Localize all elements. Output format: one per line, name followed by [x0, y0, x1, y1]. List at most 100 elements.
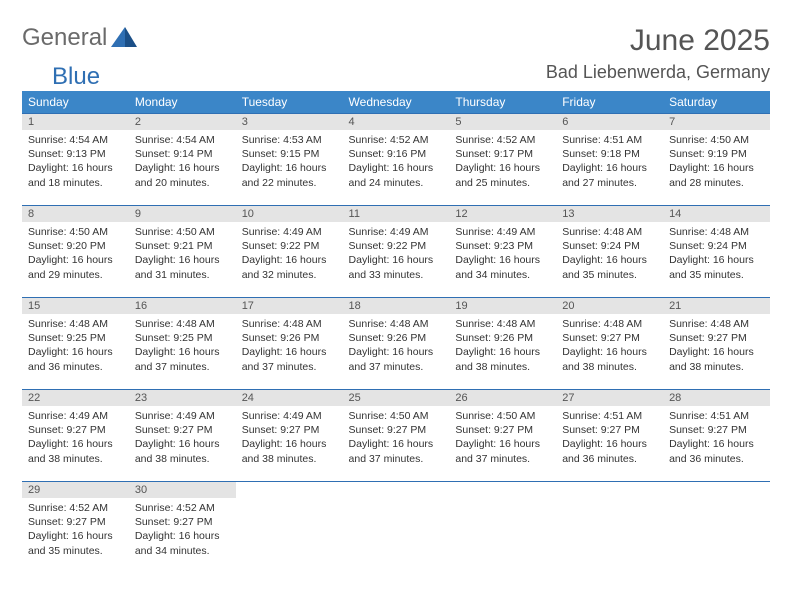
day-number: 14 — [663, 206, 770, 222]
empty-cell — [236, 482, 343, 574]
month-title: June 2025 — [546, 24, 770, 58]
day-cell: 21Sunrise: 4:48 AMSunset: 9:27 PMDayligh… — [663, 298, 770, 390]
empty-cell — [556, 482, 663, 574]
sunrise-line: Sunrise: 4:49 AM — [135, 409, 230, 423]
day-number: 18 — [343, 298, 450, 314]
col-sunday: Sunday — [22, 91, 129, 114]
empty-cell — [663, 482, 770, 574]
col-wednesday: Wednesday — [343, 91, 450, 114]
day-number: 7 — [663, 114, 770, 130]
daylight-line: Daylight: 16 hours and 35 minutes. — [28, 529, 123, 557]
day-cell: 18Sunrise: 4:48 AMSunset: 9:26 PMDayligh… — [343, 298, 450, 390]
logo-word-2: Blue — [52, 63, 100, 91]
daylight-line: Daylight: 16 hours and 37 minutes. — [349, 345, 444, 373]
title-block: June 2025 Bad Liebenwerda, Germany — [546, 24, 770, 83]
day-cell: 2Sunrise: 4:54 AMSunset: 9:14 PMDaylight… — [129, 114, 236, 206]
daylight-line: Daylight: 16 hours and 38 minutes. — [28, 437, 123, 465]
header-bar: General June 2025 Bad Liebenwerda, Germa… — [22, 24, 770, 83]
sunset-line: Sunset: 9:21 PM — [135, 239, 230, 253]
sunrise-line: Sunrise: 4:51 AM — [562, 133, 657, 147]
sunrise-line: Sunrise: 4:49 AM — [349, 225, 444, 239]
sunrise-line: Sunrise: 4:50 AM — [28, 225, 123, 239]
day-cell: 12Sunrise: 4:49 AMSunset: 9:23 PMDayligh… — [449, 206, 556, 298]
daylight-line: Daylight: 16 hours and 34 minutes. — [135, 529, 230, 557]
day-details: Sunrise: 4:48 AMSunset: 9:27 PMDaylight:… — [556, 314, 663, 380]
day-details: Sunrise: 4:53 AMSunset: 9:15 PMDaylight:… — [236, 130, 343, 196]
sunset-line: Sunset: 9:24 PM — [669, 239, 764, 253]
day-number: 26 — [449, 390, 556, 406]
sunset-line: Sunset: 9:27 PM — [135, 515, 230, 529]
day-number: 5 — [449, 114, 556, 130]
day-cell: 11Sunrise: 4:49 AMSunset: 9:22 PMDayligh… — [343, 206, 450, 298]
sunrise-line: Sunrise: 4:50 AM — [349, 409, 444, 423]
day-details: Sunrise: 4:49 AMSunset: 9:22 PMDaylight:… — [236, 222, 343, 288]
sunrise-line: Sunrise: 4:48 AM — [562, 317, 657, 331]
sunset-line: Sunset: 9:23 PM — [455, 239, 550, 253]
day-cell: 14 Sunrise: 4:48 AMSunset: 9:24 PMDayligh… — [663, 206, 770, 298]
sunset-line: Sunset: 9:26 PM — [455, 331, 550, 345]
sunset-line: Sunset: 9:27 PM — [562, 423, 657, 437]
day-number: 16 — [129, 298, 236, 314]
sunrise-line: Sunrise: 4:49 AM — [455, 225, 550, 239]
calendar-row: 8Sunrise: 4:50 AMSunset: 9:20 PMDaylight… — [22, 206, 770, 298]
sunset-line: Sunset: 9:27 PM — [455, 423, 550, 437]
day-cell: 28Sunrise: 4:51 AMSunset: 9:27 PMDayligh… — [663, 390, 770, 482]
sunset-line: Sunset: 9:26 PM — [242, 331, 337, 345]
sunset-line: Sunset: 9:25 PM — [135, 331, 230, 345]
daylight-line: Daylight: 16 hours and 25 minutes. — [455, 161, 550, 189]
day-cell: 30 Sunrise: 4:52 AMSunset: 9:27 PMDayligh… — [129, 482, 236, 574]
day-number: 9 — [129, 206, 236, 222]
sunrise-line: Sunrise: 4:49 AM — [28, 409, 123, 423]
day-number: 24 — [236, 390, 343, 406]
day-number: 20 — [556, 298, 663, 314]
day-number: 6 — [556, 114, 663, 130]
day-cell: 10Sunrise: 4:49 AMSunset: 9:22 PMDayligh… — [236, 206, 343, 298]
sunrise-line: Sunrise: 4:51 AM — [562, 409, 657, 423]
day-number: 3 — [236, 114, 343, 130]
daylight-line: Daylight: 16 hours and 27 minutes. — [562, 161, 657, 189]
logo: General — [22, 24, 139, 52]
sunrise-line: Sunrise: 4:48 AM — [562, 225, 657, 239]
sunrise-line: Sunrise: 4:52 AM — [135, 501, 230, 515]
sunset-line: Sunset: 9:27 PM — [28, 423, 123, 437]
day-number: 8 — [22, 206, 129, 222]
logo-mark-icon — [111, 25, 137, 52]
day-number: 2 — [129, 114, 236, 130]
day-details: Sunrise: 4:48 AMSunset: 9:26 PMDaylight:… — [236, 314, 343, 380]
calendar-row: 1Sunrise: 4:54 AMSunset: 9:13 PMDaylight… — [22, 114, 770, 206]
daylight-line: Daylight: 16 hours and 34 minutes. — [455, 253, 550, 281]
day-number: 10 — [236, 206, 343, 222]
location-label: Bad Liebenwerda, Germany — [546, 62, 770, 83]
day-number: 30 — [129, 482, 236, 498]
day-number: 23 — [129, 390, 236, 406]
daylight-line: Daylight: 16 hours and 38 minutes. — [135, 437, 230, 465]
sunset-line: Sunset: 9:22 PM — [242, 239, 337, 253]
sunrise-line: Sunrise: 4:48 AM — [242, 317, 337, 331]
daylight-line: Daylight: 16 hours and 35 minutes. — [669, 253, 764, 281]
day-cell: 25Sunrise: 4:50 AMSunset: 9:27 PMDayligh… — [343, 390, 450, 482]
day-details: Sunrise: 4:48 AMSunset: 9:26 PMDaylight:… — [449, 314, 556, 380]
calendar-row: 22Sunrise: 4:49 AMSunset: 9:27 PMDayligh… — [22, 390, 770, 482]
day-cell: 19Sunrise: 4:48 AMSunset: 9:26 PMDayligh… — [449, 298, 556, 390]
col-tuesday: Tuesday — [236, 91, 343, 114]
sunset-line: Sunset: 9:15 PM — [242, 147, 337, 161]
sunset-line: Sunset: 9:22 PM — [349, 239, 444, 253]
sunrise-line: Sunrise: 4:48 AM — [669, 225, 764, 239]
day-cell: 5Sunrise: 4:52 AMSunset: 9:17 PMDaylight… — [449, 114, 556, 206]
daylight-line: Daylight: 16 hours and 38 minutes. — [242, 437, 337, 465]
sunset-line: Sunset: 9:26 PM — [349, 331, 444, 345]
day-details: Sunrise: 4:50 AMSunset: 9:20 PMDaylight:… — [22, 222, 129, 288]
day-details: Sunrise: 4:51 AMSunset: 9:27 PMDaylight:… — [556, 406, 663, 472]
daylight-line: Daylight: 16 hours and 36 minutes. — [562, 437, 657, 465]
day-details: Sunrise: 4:50 AMSunset: 9:21 PMDaylight:… — [129, 222, 236, 288]
daylight-line: Daylight: 16 hours and 38 minutes. — [562, 345, 657, 373]
day-number: 29 — [22, 482, 129, 498]
daylight-line: Daylight: 16 hours and 29 minutes. — [28, 253, 123, 281]
daylight-line: Daylight: 16 hours and 38 minutes. — [455, 345, 550, 373]
calendar-row: 29Sunrise: 4:52 AMSunset: 9:27 PMDayligh… — [22, 482, 770, 574]
sunset-line: Sunset: 9:17 PM — [455, 147, 550, 161]
day-details: Sunrise: 4:51 AMSunset: 9:27 PMDaylight:… — [663, 406, 770, 472]
daylight-line: Daylight: 16 hours and 18 minutes. — [28, 161, 123, 189]
day-cell: 17Sunrise: 4:48 AMSunset: 9:26 PMDayligh… — [236, 298, 343, 390]
day-details: Sunrise: 4:50 AMSunset: 9:19 PMDaylight:… — [663, 130, 770, 196]
